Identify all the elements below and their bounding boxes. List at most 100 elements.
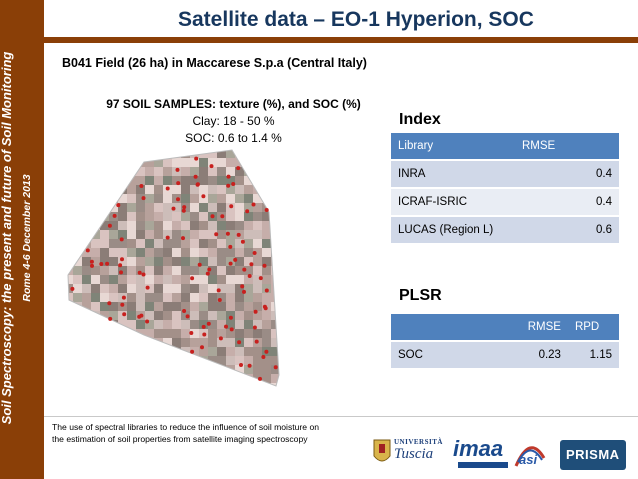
map-pixel — [217, 329, 226, 338]
plsr-header-rmse: RMSE — [505, 314, 568, 342]
map-pixel — [262, 320, 271, 329]
sample-point — [137, 314, 142, 319]
map-pixel — [253, 356, 262, 365]
map-pixel — [217, 302, 226, 311]
map-pixel — [217, 275, 226, 284]
map-pixel — [181, 221, 190, 230]
tuscia-logo-top: UNIVERSITÀ — [394, 438, 443, 446]
map-pixel — [82, 140, 91, 149]
map-pixel — [280, 374, 289, 383]
map-pixel — [100, 140, 109, 149]
sample-point — [120, 257, 124, 262]
sample-point — [105, 261, 110, 266]
map-pixel — [208, 230, 217, 239]
map-pixel — [235, 257, 244, 266]
map-pixel — [136, 302, 145, 311]
map-pixel — [226, 356, 235, 365]
sample-point — [209, 164, 214, 169]
map-pixel — [181, 212, 190, 221]
map-pixel — [118, 257, 127, 266]
sample-point — [171, 206, 176, 211]
map-pixel — [145, 239, 154, 248]
sample-point — [242, 267, 247, 272]
table-row: INRA 0.4 — [391, 160, 619, 189]
map-pixel — [271, 212, 279, 221]
map-pixel — [271, 356, 279, 365]
map-pixel — [181, 302, 190, 311]
map-pixel — [280, 239, 289, 248]
map-pixel — [208, 248, 217, 257]
map-pixel — [190, 392, 199, 401]
map-pixel — [68, 185, 73, 194]
samples-heading: 97 SOIL SAMPLES: texture (%), and SOC (%… — [106, 97, 361, 111]
index-header-rmse: RMSE — [515, 133, 619, 161]
sidebar-band: Soil Spectroscopy: the present and futur… — [0, 0, 44, 479]
map-pixel — [109, 239, 118, 248]
map-pixel — [253, 275, 262, 284]
sample-point — [226, 174, 231, 179]
map-pixel — [271, 230, 279, 239]
map-pixel — [244, 158, 253, 167]
map-pixel — [163, 257, 172, 266]
map-pixel — [100, 239, 109, 248]
map-pixel — [217, 392, 226, 401]
map-pixel — [172, 266, 181, 275]
map-pixel — [109, 230, 118, 239]
map-pixel — [145, 230, 154, 239]
map-pixel — [235, 365, 244, 374]
map-pixel — [172, 374, 181, 383]
map-pixel — [181, 266, 190, 275]
map-pixel — [235, 212, 244, 221]
map-pixel — [253, 266, 262, 275]
map-pixel — [109, 185, 118, 194]
map-pixel — [181, 185, 190, 194]
sample-point — [245, 209, 250, 214]
map-pixel — [100, 383, 109, 386]
map-pixel — [208, 275, 217, 284]
index-header-library: Library — [391, 133, 515, 161]
map-pixel — [118, 158, 127, 167]
map-pixel — [145, 150, 154, 158]
map-pixel — [82, 302, 91, 311]
map-pixel — [68, 257, 73, 266]
map-pixel — [163, 212, 172, 221]
map-pixel — [154, 293, 163, 302]
prisma-logo-background — [560, 440, 626, 470]
map-pixel — [100, 284, 109, 293]
map-pixel — [136, 266, 145, 275]
map-pixel — [253, 230, 262, 239]
sample-point — [141, 196, 146, 201]
map-pixel — [226, 347, 235, 356]
map-pixel — [154, 392, 163, 401]
map-pixel — [235, 392, 244, 401]
map-pixel — [172, 383, 181, 386]
map-pixel — [190, 176, 199, 185]
map-pixel — [82, 230, 91, 239]
map-pixel — [154, 203, 163, 212]
map-pixel — [181, 338, 190, 347]
map-pixel — [136, 239, 145, 248]
map-pixel — [109, 140, 118, 149]
map-pixel — [172, 275, 181, 284]
map-pixel — [199, 293, 208, 302]
map-pixel — [208, 194, 217, 203]
map-pixel — [127, 203, 136, 212]
sample-point — [247, 274, 252, 278]
map-pixel — [91, 320, 100, 329]
map-pixel — [82, 266, 91, 275]
map-pixel — [280, 266, 289, 275]
map-pixel — [199, 140, 208, 149]
map-pixel — [118, 212, 127, 221]
map-pixel — [100, 194, 109, 203]
sample-point — [165, 186, 170, 191]
map-pixel — [82, 392, 91, 401]
sample-point — [112, 213, 117, 218]
map-pixel — [109, 347, 118, 356]
map-pixel — [145, 266, 154, 275]
sample-point — [258, 376, 262, 381]
map-pixel — [154, 230, 163, 239]
map-pixel — [145, 167, 154, 176]
map-pixel — [136, 221, 145, 230]
map-pixel — [235, 329, 244, 338]
plsr-rmse-value: 0.23 — [505, 341, 568, 370]
